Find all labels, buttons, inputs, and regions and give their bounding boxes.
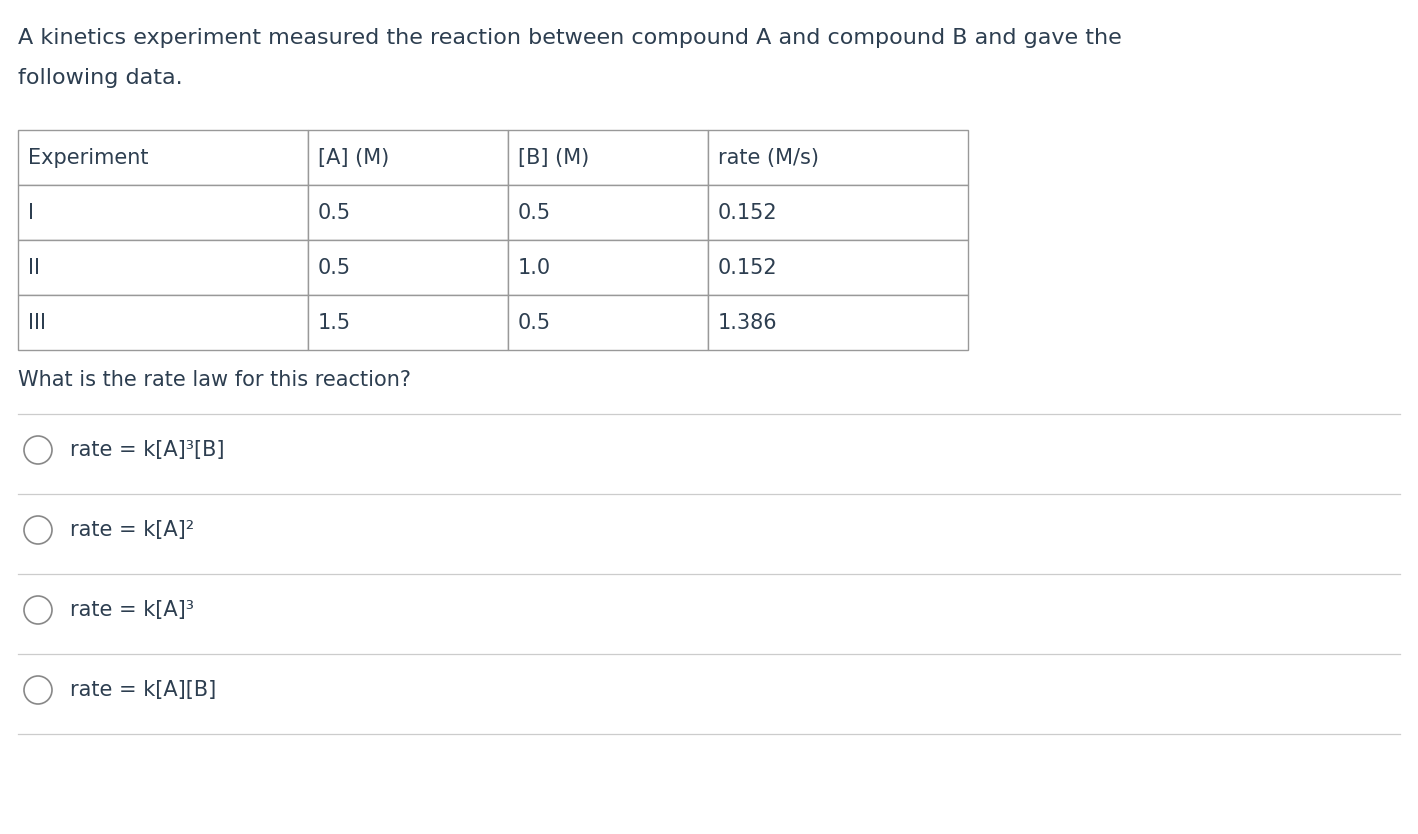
Bar <box>18 295 308 350</box>
Text: rate = k[A][B]: rate = k[A][B] <box>69 680 217 700</box>
Text: 0.152: 0.152 <box>718 258 777 278</box>
Bar <box>508 130 708 185</box>
Text: rate = k[A]³[B]: rate = k[A]³[B] <box>69 440 224 460</box>
Text: III: III <box>28 313 45 333</box>
Text: II: II <box>28 258 40 278</box>
Text: following data.: following data. <box>18 68 183 88</box>
Bar <box>708 130 968 185</box>
Bar <box>308 295 508 350</box>
Text: 1.5: 1.5 <box>318 313 352 333</box>
Ellipse shape <box>24 436 52 464</box>
Ellipse shape <box>24 516 52 544</box>
Ellipse shape <box>24 596 52 624</box>
Text: A kinetics experiment measured the reaction between compound A and compound B an: A kinetics experiment measured the react… <box>18 28 1122 48</box>
Text: What is the rate law for this reaction?: What is the rate law for this reaction? <box>18 370 411 390</box>
Bar <box>708 240 968 295</box>
Bar <box>308 130 508 185</box>
Text: rate = k[A]²: rate = k[A]² <box>69 520 194 540</box>
Bar <box>18 130 308 185</box>
Text: 0.5: 0.5 <box>318 258 352 278</box>
Text: Experiment: Experiment <box>28 148 149 168</box>
Bar <box>508 240 708 295</box>
Bar <box>308 185 508 240</box>
Text: 0.5: 0.5 <box>518 313 552 333</box>
Bar <box>508 295 708 350</box>
Text: 0.5: 0.5 <box>318 203 352 223</box>
Bar <box>708 185 968 240</box>
Bar <box>18 240 308 295</box>
Bar <box>508 185 708 240</box>
Bar <box>708 295 968 350</box>
Text: 0.5: 0.5 <box>518 203 552 223</box>
Ellipse shape <box>24 676 52 704</box>
Text: rate = k[A]³: rate = k[A]³ <box>69 600 194 620</box>
Bar <box>18 185 308 240</box>
Text: rate (M/s): rate (M/s) <box>718 148 820 168</box>
Bar <box>308 240 508 295</box>
Text: [A] (M): [A] (M) <box>318 148 390 168</box>
Text: I: I <box>28 203 34 223</box>
Text: 1.386: 1.386 <box>718 313 777 333</box>
Text: 0.152: 0.152 <box>718 203 777 223</box>
Text: 1.0: 1.0 <box>518 258 552 278</box>
Text: [B] (M): [B] (M) <box>518 148 590 168</box>
